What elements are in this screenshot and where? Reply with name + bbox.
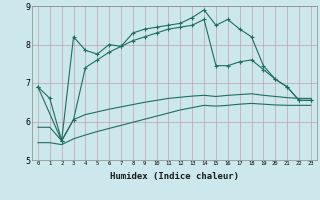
X-axis label: Humidex (Indice chaleur): Humidex (Indice chaleur) <box>110 172 239 181</box>
